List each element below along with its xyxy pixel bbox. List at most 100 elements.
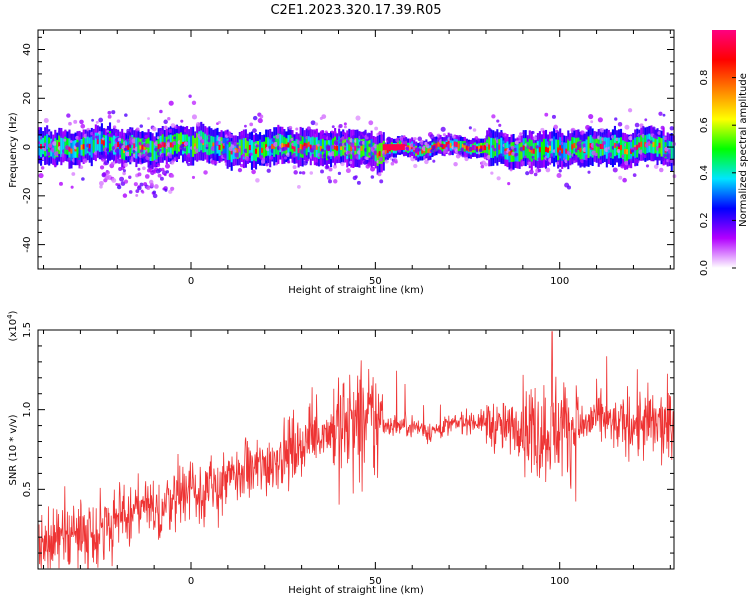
heatmap-speckle xyxy=(315,162,319,166)
heatmap-speckle xyxy=(301,171,306,175)
heatmap-cell xyxy=(360,145,363,151)
heatmap-speckle xyxy=(168,128,173,134)
heatmap-cell xyxy=(224,137,227,156)
heatmap-speckle xyxy=(257,118,263,124)
colorbar-gradient xyxy=(712,30,736,268)
heatmap-speckle xyxy=(531,130,535,135)
heatmap-speckle xyxy=(618,175,623,180)
heatmap-speckle xyxy=(106,129,110,133)
heatmap-cell xyxy=(236,148,239,154)
heatmap-speckle xyxy=(525,171,530,176)
heatmap-speckle xyxy=(328,179,333,184)
heatmap-cell xyxy=(289,134,292,152)
heatmap-speckle xyxy=(485,142,490,147)
heatmap-cell xyxy=(78,139,81,160)
heatmap-speckle xyxy=(484,162,488,167)
heatmap-cell xyxy=(376,152,379,158)
heatmap-cell xyxy=(425,143,428,154)
heatmap-cell xyxy=(362,138,365,156)
y-tick-label: -20 xyxy=(22,188,33,204)
heatmap-cell xyxy=(439,141,442,148)
heatmap-speckle xyxy=(154,147,159,152)
heatmap-cell xyxy=(72,140,75,158)
heatmap-speckle xyxy=(252,115,258,121)
heatmap-speckle xyxy=(330,151,336,157)
heatmap-cell xyxy=(573,142,576,149)
heatmap-speckle xyxy=(146,186,151,190)
heatmap-cell xyxy=(553,136,556,158)
heatmap-cell xyxy=(317,140,320,159)
heatmap-cell xyxy=(508,150,511,156)
heatmap-speckle xyxy=(255,144,259,148)
heatmap-cell xyxy=(617,145,621,151)
heatmap-cell xyxy=(159,142,162,148)
heatmap-speckle xyxy=(284,156,288,160)
heatmap-speckle xyxy=(442,133,446,137)
heatmap-speckle xyxy=(614,117,618,121)
heatmap-cell xyxy=(443,144,446,150)
heatmap-cell xyxy=(575,137,578,156)
heatmap-cell xyxy=(54,138,57,159)
heatmap-cell xyxy=(565,148,568,154)
heatmap-speckle xyxy=(599,127,605,133)
heatmap-speckle xyxy=(135,127,140,132)
heatmap-speckle xyxy=(321,134,327,140)
heatmap-cell xyxy=(356,138,359,159)
heatmap-speckle xyxy=(46,152,51,157)
heatmap-cell xyxy=(301,144,304,150)
heatmap-cell xyxy=(62,138,65,156)
heatmap-cell xyxy=(242,138,245,160)
heatmap-speckle xyxy=(468,146,474,152)
heatmap-speckle xyxy=(535,145,539,149)
heatmap-speckle xyxy=(269,155,274,160)
heatmap-cell xyxy=(240,137,243,156)
heatmap-cell xyxy=(153,143,156,161)
heatmap-cell xyxy=(555,139,558,156)
heatmap-cell xyxy=(190,135,193,157)
heatmap-speckle xyxy=(669,126,674,131)
heatmap-cell xyxy=(538,147,541,153)
heatmap-speckle xyxy=(314,122,319,126)
heatmap-speckle xyxy=(170,186,175,191)
heatmap-speckle xyxy=(200,139,205,144)
heatmap-cell xyxy=(230,149,233,155)
heatmap-cell xyxy=(98,133,101,152)
heatmap-speckle xyxy=(335,142,339,146)
heatmap-cell xyxy=(102,140,105,146)
heatmap-cell xyxy=(419,145,422,157)
heatmap-cell xyxy=(281,142,284,149)
heatmap-speckle xyxy=(602,134,606,138)
heatmap-cell xyxy=(595,138,598,156)
heatmap-speckle xyxy=(152,193,158,199)
heatmap-speckle xyxy=(125,151,131,157)
page-title: C2E1.2023.320.17.39.R05 xyxy=(270,3,441,18)
heatmap-speckle xyxy=(566,185,571,190)
heatmap-cell xyxy=(662,135,665,157)
heatmap-speckle xyxy=(115,153,120,157)
heatmap-cell xyxy=(149,140,152,162)
heatmap-cell xyxy=(585,139,588,159)
heatmap-cell xyxy=(435,143,438,149)
heatmap-speckle xyxy=(147,164,152,169)
heatmap-speckle xyxy=(354,175,358,179)
heatmap-speckle xyxy=(259,114,264,119)
heatmap-speckle xyxy=(429,134,435,140)
heatmap-speckle xyxy=(392,158,398,163)
heatmap-speckle xyxy=(551,114,556,119)
heatmap-speckle xyxy=(159,176,164,181)
heatmap-cell xyxy=(295,139,298,157)
heatmap-cell xyxy=(220,137,223,155)
heatmap-speckle xyxy=(578,140,582,144)
heatmap-speckle xyxy=(343,125,347,129)
heatmap-speckle xyxy=(523,155,527,159)
heatmap-cell xyxy=(254,148,258,154)
heatmap-cell xyxy=(285,144,288,150)
heatmap-speckle xyxy=(149,182,154,187)
heatmap-cell xyxy=(622,140,625,159)
y-tick-label: 1.0 xyxy=(22,402,33,418)
snr-xlabel: Height of straight line (km) xyxy=(288,585,424,596)
heatmap-cell xyxy=(90,136,93,158)
heatmap-speckle xyxy=(106,148,110,152)
heatmap-cell xyxy=(366,140,369,158)
heatmap-speckle xyxy=(356,180,361,185)
